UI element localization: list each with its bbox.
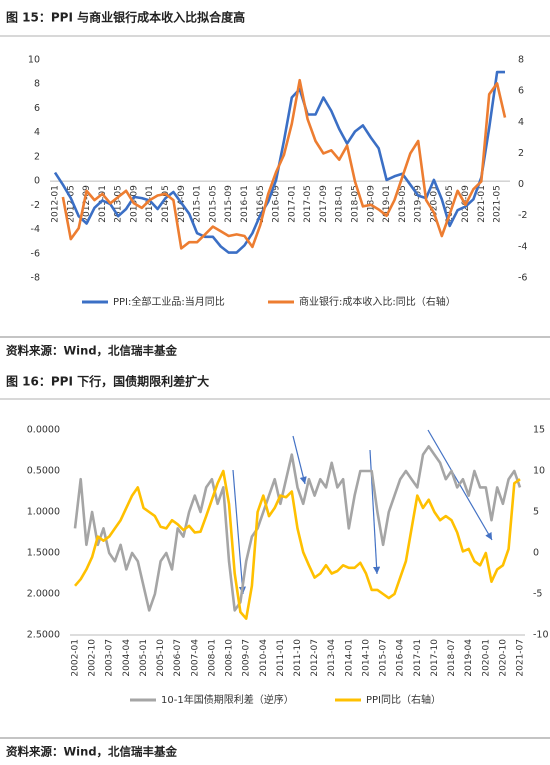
x-tick-label: 2017-10 (430, 639, 440, 677)
x-tick-label: 2020-10 (498, 639, 508, 677)
y2-tick-label: 6 (518, 86, 524, 97)
legend-label: PPI同比（右轴） (366, 693, 441, 706)
x-tick-label: 2008-10 (225, 639, 235, 677)
y-tick-label: 0.5000 (27, 466, 60, 477)
x-tick-label: 2020-01 (429, 185, 439, 223)
x-tick-label: 2017-05 (303, 185, 313, 223)
x-tick-label: 2016-09 (272, 185, 282, 223)
x-tick-label: 2017-09 (319, 185, 329, 223)
y2-tick-label: -6 (518, 273, 527, 284)
x-tick-label: 2005-10 (156, 639, 166, 677)
y2-tick-label: -5 (533, 589, 542, 600)
y2-tick-label: 4 (518, 117, 524, 128)
series-line (61, 78, 507, 250)
y-tick-label: 2 (34, 151, 40, 162)
y2-tick-label: 5 (533, 507, 539, 518)
x-tick-label: 2020-05 (445, 185, 455, 223)
x-tick-label: 2011-10 (293, 639, 303, 677)
x-tick-label: 2007-04 (190, 639, 200, 677)
x-tick-label: 2016-01 (240, 185, 250, 223)
legend-label: PPI:全部工业品:当月同比 (113, 295, 225, 308)
source: 资料来源：Wind，北信瑞丰基金 (6, 344, 178, 358)
caption: 图 16：PPI 下行，国债期限利差扩大 (6, 374, 209, 389)
x-tick-label: 2009-07 (242, 639, 252, 677)
x-tick-label: 2020-01 (481, 639, 491, 677)
y2-tick-label: 0 (518, 179, 524, 190)
y-tick-label: 2.5000 (27, 630, 60, 641)
y-tick-label: -2 (31, 200, 40, 211)
x-tick-label: 2012-05 (66, 185, 76, 223)
x-tick-label: 2012-01 (51, 185, 61, 223)
x-tick-label: 2003-07 (105, 639, 115, 677)
x-tick-label: 2021-01 (477, 185, 487, 223)
source: 资料来源：Wind，北信瑞丰基金 (6, 745, 178, 759)
arrow (292, 435, 307, 485)
series-line (74, 469, 521, 620)
y-tick-label: -8 (31, 273, 40, 284)
x-tick-label: 2017-01 (413, 639, 423, 677)
y-tick-label: 1.5000 (27, 548, 60, 559)
legend-label: 商业银行:成本收入比:同比（右轴） (299, 295, 456, 308)
x-tick-label: 2017-01 (287, 185, 297, 223)
x-tick-label: 2004-04 (122, 639, 132, 677)
y-tick-label: 0.0000 (27, 425, 60, 436)
x-tick-label: 2012-09 (82, 185, 92, 223)
x-tick-label: 2018-05 (351, 185, 361, 223)
legend-label: 10-1年国债期限利差（逆序） (161, 693, 294, 706)
x-tick-label: 2019-01 (382, 185, 392, 223)
x-tick-label: 2013-04 (327, 639, 337, 677)
x-tick-label: 2015-01 (193, 185, 203, 223)
x-tick-label: 2021-07 (516, 639, 526, 677)
x-tick-label: 2012-07 (310, 639, 320, 677)
x-tick-label: 2016-04 (396, 639, 406, 677)
y-tick-label: -6 (31, 248, 40, 259)
x-tick-label: 2002-10 (88, 639, 98, 677)
x-tick-label: 2013-05 (114, 185, 124, 223)
x-tick-label: 2013-01 (98, 185, 108, 223)
x-tick-label: 2019-04 (464, 639, 474, 677)
x-tick-label: 2014-01 (344, 639, 354, 677)
y2-tick-label: 2 (518, 148, 524, 159)
arrow (232, 469, 247, 595)
x-tick-label: 2015-07 (379, 639, 389, 677)
x-tick-label: 2005-01 (139, 639, 149, 677)
y-tick-label: -4 (31, 224, 40, 235)
x-tick-label: 2006-07 (173, 639, 183, 677)
y2-tick-label: 15 (533, 425, 545, 436)
x-tick-label: 2011-01 (276, 639, 286, 677)
x-tick-label: 2019-09 (414, 185, 424, 223)
y-tick-label: 10 (28, 55, 40, 66)
y-tick-label: 1.0000 (27, 507, 60, 518)
x-tick-label: 2018-07 (447, 639, 457, 677)
x-tick-label: 2008-01 (207, 639, 217, 677)
x-tick-label: 2015-09 (224, 185, 234, 223)
y-tick-label: 0 (34, 176, 40, 187)
y2-tick-label: -4 (518, 241, 527, 252)
caption: 图 15：PPI 与商业银行成本收入比拟合度高 (6, 10, 245, 25)
y-tick-label: 2.0000 (27, 589, 60, 600)
x-tick-label: 2014-10 (361, 639, 371, 677)
x-tick-label: 2014-01 (145, 185, 155, 223)
arrow (369, 449, 381, 575)
x-tick-label: 2002-01 (71, 639, 81, 677)
y2-tick-label: 8 (518, 55, 524, 66)
x-tick-label: 2018-01 (335, 185, 345, 223)
x-tick-label: 2016-05 (256, 185, 266, 223)
y-tick-label: 6 (34, 103, 40, 114)
y-tick-label: 4 (34, 127, 40, 138)
y2-tick-label: 10 (533, 466, 545, 477)
x-tick-label: 2021-05 (493, 185, 503, 223)
x-tick-label: 2014-05 (161, 185, 171, 223)
x-tick-label: 2019-05 (398, 185, 408, 223)
series-line (73, 445, 522, 612)
x-tick-label: 2010-04 (259, 639, 269, 677)
y2-tick-label: -2 (518, 210, 527, 221)
x-tick-label: 2015-05 (208, 185, 218, 223)
y2-tick-label: 0 (533, 548, 539, 559)
y2-tick-label: -10 (533, 630, 549, 641)
y-tick-label: 8 (34, 79, 40, 90)
